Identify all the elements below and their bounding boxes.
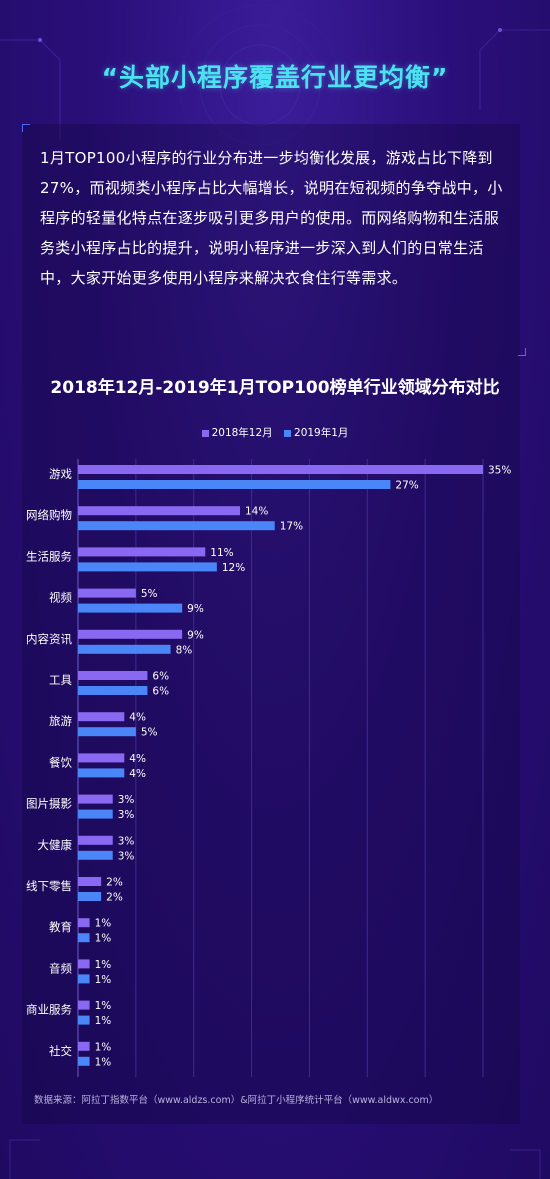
bar-value-label: 27% bbox=[395, 480, 418, 492]
bar-value-label: 35% bbox=[488, 465, 511, 477]
bar-value-label: 3% bbox=[118, 835, 135, 847]
bar-value-label: 3% bbox=[118, 809, 135, 821]
bar-value-label: 5% bbox=[141, 588, 158, 600]
bar-value-label: 1% bbox=[95, 959, 112, 971]
content-panel bbox=[22, 124, 526, 1124]
bar-chart: 游戏 35% 27% 网络购物 14% 17% 生活服务 11% 12% 视频 5% 9% 内容资讯 9%… bbox=[26, 459, 511, 1077]
chart-legend: 2018年12月 2019年1月 bbox=[0, 425, 550, 440]
bar-2018-dec bbox=[78, 712, 125, 722]
bar-value-label: 4% bbox=[129, 753, 146, 765]
category-label: 网络购物 bbox=[26, 508, 72, 522]
bar-value-label: 2% bbox=[106, 877, 123, 889]
bar-2019-jan bbox=[78, 892, 102, 901]
category-label: 大健康 bbox=[38, 838, 73, 852]
category-label: 商业服务 bbox=[26, 1003, 72, 1017]
bar-value-label: 2% bbox=[106, 892, 123, 904]
bar-value-label: 1% bbox=[95, 974, 112, 986]
bar-value-label: 14% bbox=[245, 506, 268, 518]
intro-paragraph: 1月TOP100小程序的行业分布进一步均衡化发展，游戏占比下降到27%，而视频类… bbox=[40, 149, 503, 287]
panel-corner-right bbox=[518, 348, 526, 356]
category-label: 教育 bbox=[49, 920, 72, 934]
bar-2018-dec bbox=[78, 959, 90, 969]
bar-2018-dec bbox=[78, 877, 102, 886]
bar-2018-dec bbox=[78, 835, 113, 845]
bar-2018-dec bbox=[78, 629, 183, 639]
category-label: 社交 bbox=[49, 1044, 72, 1058]
chart-title: 2018年12月-2019年1月TOP100榜单行业领域分布对比 bbox=[50, 378, 500, 398]
legend-label-dec: 2018年12月 bbox=[211, 427, 273, 439]
bar-2019-jan bbox=[78, 850, 113, 860]
bar-value-label: 1% bbox=[95, 1056, 112, 1068]
page-headline: “头部小程序覆盖行业更均衡” bbox=[101, 63, 449, 92]
bar-2019-jan bbox=[78, 933, 90, 943]
bar-value-label: 8% bbox=[176, 644, 193, 656]
bar-2019-jan bbox=[78, 521, 275, 531]
bar-2019-jan bbox=[78, 974, 90, 984]
bar-2019-jan bbox=[78, 727, 136, 737]
bar-2018-dec bbox=[78, 671, 148, 680]
bar-2019-jan bbox=[78, 1056, 90, 1066]
legend-swatch-dec bbox=[201, 429, 209, 437]
bar-value-label: 6% bbox=[152, 671, 169, 683]
data-source-note: 数据来源：阿拉丁指数平台（www.aldzs.com）&阿拉丁小程序统计平台（w… bbox=[34, 1095, 439, 1106]
bar-2018-dec bbox=[78, 506, 240, 516]
category-label: 餐饮 bbox=[49, 755, 72, 769]
bar-value-label: 1% bbox=[95, 1041, 112, 1053]
bar-value-label: 12% bbox=[222, 562, 245, 574]
bar-value-label: 3% bbox=[118, 850, 135, 862]
bar-2018-dec bbox=[78, 1000, 90, 1010]
bar-value-label: 3% bbox=[118, 794, 135, 806]
bar-2018-dec bbox=[78, 547, 206, 557]
category-label: 线下零售 bbox=[26, 879, 72, 893]
bar-value-label: 5% bbox=[141, 727, 158, 739]
category-label: 视频 bbox=[49, 591, 72, 605]
bar-2019-jan bbox=[78, 644, 171, 654]
bar-value-label: 4% bbox=[129, 768, 146, 780]
panel-corner-top-left bbox=[22, 124, 30, 132]
bar-value-label: 4% bbox=[129, 712, 146, 724]
category-label: 内容资讯 bbox=[26, 632, 72, 646]
bar-value-label: 9% bbox=[187, 603, 204, 615]
legend-item-dec: 2018年12月 bbox=[201, 425, 273, 440]
bar-2019-jan bbox=[78, 603, 183, 613]
bar-value-label: 1% bbox=[95, 918, 112, 930]
bar-2019-jan bbox=[78, 480, 391, 489]
bar-2018-dec bbox=[78, 918, 90, 928]
category-label: 旅游 bbox=[49, 714, 72, 728]
bar-2018-dec bbox=[78, 753, 125, 763]
bar-2019-jan bbox=[78, 809, 113, 819]
bar-2018-dec bbox=[78, 465, 483, 474]
bar-value-label: 1% bbox=[95, 1000, 112, 1012]
legend-label-jan: 2019年1月 bbox=[294, 427, 349, 439]
bar-value-label: 9% bbox=[187, 629, 204, 641]
bar-2019-jan bbox=[78, 768, 125, 778]
bar-2018-dec bbox=[78, 1041, 90, 1051]
category-label: 音频 bbox=[49, 961, 72, 975]
bar-2018-dec bbox=[78, 588, 136, 598]
category-label: 生活服务 bbox=[26, 549, 72, 563]
category-label: 游戏 bbox=[49, 467, 72, 481]
bar-2018-dec bbox=[78, 794, 113, 804]
legend-item-jan: 2019年1月 bbox=[284, 425, 348, 440]
bar-value-label: 1% bbox=[95, 1015, 112, 1027]
bar-2019-jan bbox=[78, 686, 148, 695]
category-label: 图片摄影 bbox=[26, 797, 72, 811]
bar-2019-jan bbox=[78, 562, 217, 572]
bar-2019-jan bbox=[78, 1015, 90, 1025]
bar-value-label: 11% bbox=[210, 547, 233, 559]
legend-swatch-jan bbox=[284, 429, 292, 437]
bar-value-label: 1% bbox=[95, 933, 112, 945]
category-label: 工具 bbox=[49, 673, 72, 687]
bar-value-label: 17% bbox=[280, 521, 303, 533]
bar-value-label: 6% bbox=[152, 686, 169, 698]
